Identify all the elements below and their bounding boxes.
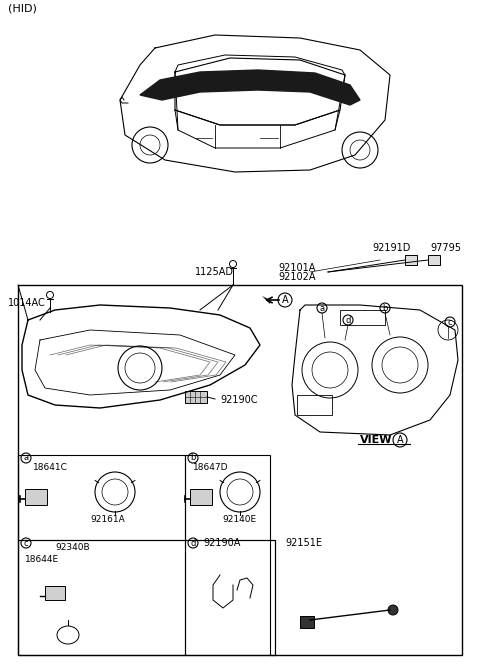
Text: 97795: 97795 [430,243,461,253]
Text: (HID): (HID) [8,3,37,13]
Text: 1125AD: 1125AD [195,267,234,277]
Polygon shape [140,70,360,105]
Bar [300,616,314,628]
Text: a: a [319,304,324,312]
Text: A: A [282,295,288,305]
Text: 92191D: 92191D [372,243,410,253]
Text: 92340B: 92340B [55,543,90,553]
Text: 92161A: 92161A [90,516,125,524]
Text: 92101A: 92101A [278,263,315,273]
Text: d: d [190,539,196,547]
Bar [185,455,270,540]
Bar [340,310,385,325]
Text: 92151E: 92151E [285,538,322,548]
Text: VIEW: VIEW [360,435,393,445]
Bar [25,489,47,505]
Bar [270,540,275,655]
Bar [297,395,332,415]
Text: 92102A: 92102A [278,272,315,282]
Text: 92190C: 92190C [220,395,257,405]
Bar [190,489,212,505]
Circle shape [388,605,398,615]
Bar [18,540,185,655]
Text: b: b [382,304,388,312]
Text: c: c [448,318,452,326]
Bar [18,455,185,540]
Bar [185,391,207,403]
Text: 1014AC: 1014AC [8,298,46,308]
Text: 18647D: 18647D [193,464,228,472]
Bar [45,586,65,600]
Text: A: A [396,435,403,445]
Text: c: c [24,539,28,547]
Text: 18641C: 18641C [33,464,68,472]
Bar [405,255,417,265]
Polygon shape [262,296,270,304]
Text: 18644E: 18644E [25,555,59,565]
Bar [185,540,275,655]
Text: b: b [190,454,196,462]
Text: a: a [24,454,29,462]
Bar [428,255,440,265]
Bar [18,285,462,655]
Text: 92190A: 92190A [203,538,240,548]
Text: d: d [345,316,351,324]
Text: 92140E: 92140E [222,516,256,524]
